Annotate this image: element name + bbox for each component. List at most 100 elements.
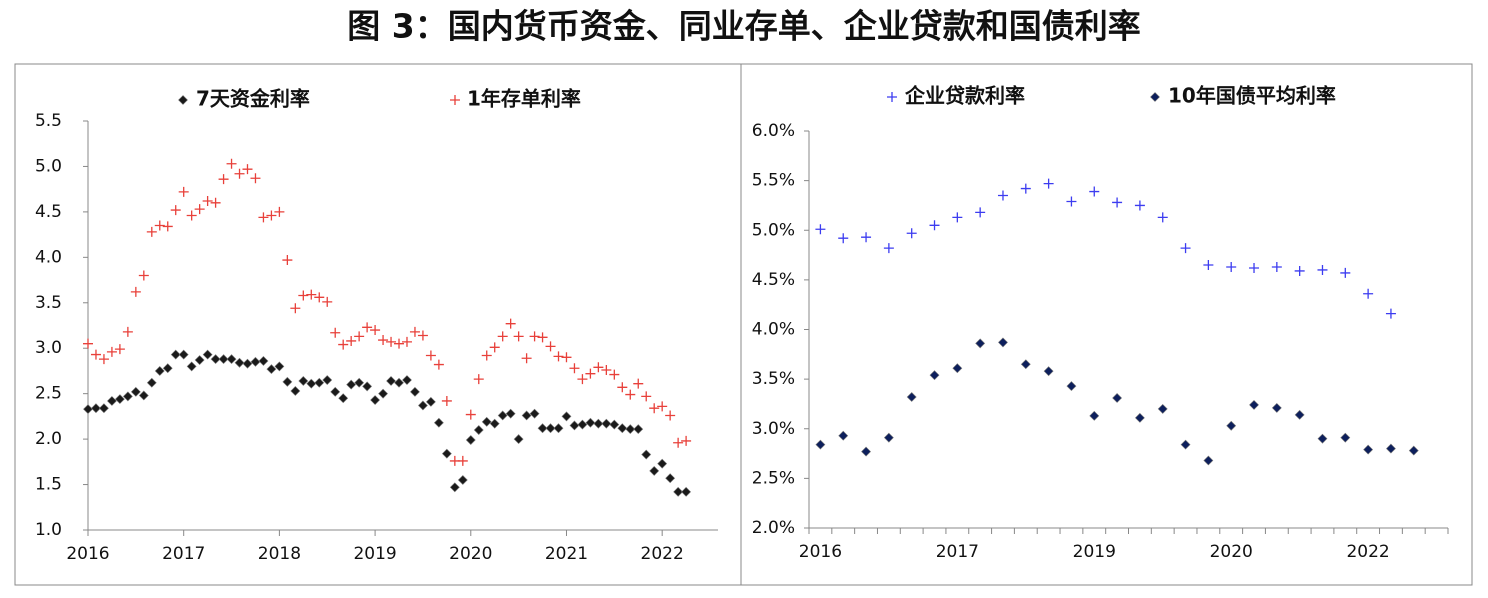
data-point — [433, 359, 444, 370]
x-tick-label: 2017 — [936, 542, 979, 562]
data-point — [186, 361, 197, 372]
data-point — [601, 418, 612, 429]
y-tick-label: 4.5% — [752, 270, 795, 290]
data-point — [1385, 308, 1396, 319]
data-point — [130, 386, 141, 397]
legend-label: 7天资金利率 — [196, 87, 310, 111]
data-point — [386, 376, 396, 386]
data-point — [537, 332, 548, 343]
data-point — [202, 195, 213, 206]
data-point — [417, 330, 428, 341]
data-point — [330, 386, 341, 397]
data-point — [83, 404, 93, 415]
data-point — [883, 432, 894, 443]
data-point — [1157, 403, 1168, 414]
data-point — [425, 396, 436, 407]
y-tick-label: 1.5 — [35, 475, 62, 495]
y-tick-label: 5.5 — [35, 111, 62, 131]
y-tick-label: 1.0 — [35, 520, 62, 540]
data-point — [593, 418, 604, 429]
data-point — [617, 423, 628, 434]
data-point — [90, 349, 101, 360]
data-point — [633, 424, 644, 435]
data-point — [505, 318, 516, 329]
data-point — [226, 354, 237, 365]
data-point — [154, 366, 165, 376]
data-point — [394, 338, 405, 349]
data-point — [1203, 259, 1214, 270]
data-point — [457, 475, 468, 485]
data-point — [657, 401, 668, 412]
data-point — [929, 370, 940, 381]
y-tick-label: 4.5 — [35, 202, 62, 222]
legend-label: 企业贷款利率 — [904, 84, 1025, 108]
data-point — [1043, 178, 1054, 189]
data-point — [401, 336, 412, 347]
data-point — [314, 377, 325, 388]
data-point — [354, 377, 365, 388]
data-point — [1363, 444, 1374, 455]
data-point — [657, 458, 668, 469]
data-point — [122, 326, 133, 337]
data-point — [815, 439, 826, 450]
data-point — [370, 325, 381, 336]
data-point — [1112, 393, 1123, 403]
data-point — [378, 388, 388, 399]
data-point — [465, 409, 476, 420]
data-point — [290, 386, 301, 396]
data-point — [569, 420, 580, 431]
data-point — [975, 338, 986, 349]
y-tick-label: 2.0% — [752, 518, 795, 538]
data-point — [298, 290, 309, 301]
data-point — [673, 486, 684, 497]
data-point — [218, 174, 229, 185]
data-point — [99, 403, 109, 414]
legend-marker — [1150, 92, 1160, 102]
y-tick-label: 3.0 — [35, 338, 62, 358]
data-point — [234, 357, 245, 368]
data-point — [489, 342, 500, 353]
y-tick-label: 5.5% — [752, 171, 795, 191]
panel-frame — [740, 63, 1473, 586]
data-point — [441, 448, 452, 459]
data-point — [370, 395, 381, 405]
data-point — [673, 437, 684, 448]
x-tick-label: 2016 — [799, 542, 842, 562]
x-tick-label: 2022 — [641, 544, 684, 564]
data-point — [410, 386, 420, 397]
data-point — [998, 337, 1008, 348]
data-point — [378, 335, 389, 346]
data-point — [1066, 381, 1077, 391]
data-point — [585, 417, 596, 428]
data-point — [457, 455, 468, 466]
data-point — [681, 435, 692, 446]
data-point — [338, 393, 349, 404]
data-point — [258, 212, 269, 223]
data-point — [1134, 412, 1145, 423]
data-point — [513, 331, 524, 342]
data-point — [975, 207, 986, 218]
data-point — [138, 390, 149, 401]
y-tick-label: 5.0% — [752, 220, 795, 240]
data-point — [529, 331, 540, 342]
data-point — [952, 363, 963, 374]
x-tick-label: 2020 — [1210, 542, 1253, 562]
data-point — [210, 354, 221, 365]
data-point — [1340, 267, 1351, 278]
data-point — [1317, 264, 1328, 275]
data-point — [473, 425, 484, 435]
data-point — [861, 232, 872, 243]
data-point — [154, 220, 165, 231]
data-point — [1271, 402, 1282, 413]
data-point — [146, 226, 157, 237]
x-tick-label: 2021 — [545, 544, 588, 564]
data-point — [106, 346, 117, 357]
data-point — [106, 396, 117, 406]
x-tick-label: 2020 — [449, 544, 492, 564]
data-point — [306, 289, 317, 300]
data-point — [394, 377, 404, 388]
data-point — [617, 382, 628, 393]
data-point — [537, 423, 548, 434]
data-point — [649, 403, 660, 414]
data-point — [298, 376, 309, 386]
